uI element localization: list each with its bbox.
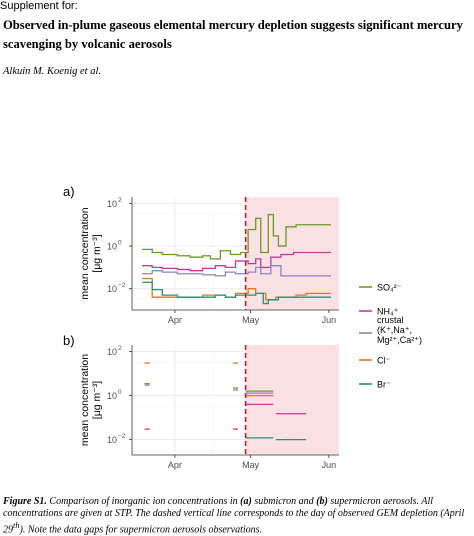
figure-caption: Figure S1. Comparison of inorganic ion c…: [3, 496, 471, 536]
caption-text-3: supermicron aerosols. All concentrations…: [3, 496, 465, 535]
panel-label: b): [63, 333, 75, 348]
y-axis-title: mean concentration: [79, 354, 91, 446]
legend-label: Mg²⁺,Ca²⁺): [377, 335, 422, 345]
y-tick-label: 10: [107, 391, 117, 401]
y-axis-unit: [μg m⁻³]: [91, 234, 103, 273]
legend-label: crustal: [377, 315, 404, 325]
supplement-label: Supplement for:: [0, 0, 78, 12]
y-tick-exponent: 2: [118, 197, 122, 204]
legend: SO₄²⁻ NH₄⁺crustal(K⁺,Na⁺,Mg²⁺,Ca²⁺) Cl⁻ Br⁻: [359, 283, 422, 390]
caption-lead: Figure S1.: [3, 496, 47, 507]
legend-label: (K⁺,Na⁺,: [377, 325, 412, 335]
author-list: Alkuin M. Koenig et al.: [3, 66, 101, 77]
paper-title-line-1: Observed in-plume gaseous elemental merc…: [3, 18, 463, 32]
x-tick-label: Apr: [168, 315, 182, 325]
y-tick-label: 10: [107, 284, 117, 294]
caption-text-1: Comparison of inorganic ion concentratio…: [46, 496, 241, 507]
y-tick-label: 10: [107, 199, 117, 209]
y-axis-title: mean concentration: [79, 207, 91, 299]
caption-text-2: submicron and: [251, 496, 317, 507]
x-tick-label: Apr: [168, 460, 182, 470]
x-tick-label: May: [242, 460, 260, 470]
x-tick-label: Jun: [322, 315, 337, 325]
y-tick-exponent: −2: [118, 433, 126, 440]
legend-label: Br⁻: [377, 380, 391, 390]
y-tick-exponent: 2: [118, 345, 122, 352]
caption-label-b: (b): [316, 496, 328, 507]
y-tick-label: 10: [107, 347, 117, 357]
series-nh4: [142, 251, 331, 272]
y-tick-label: 10: [107, 435, 117, 445]
shaded-period: [245, 345, 339, 455]
caption-text-4: ). Note the data gaps for supermicron ae…: [19, 523, 263, 535]
y-tick-exponent: −2: [118, 282, 126, 289]
x-tick-label: May: [242, 315, 260, 325]
y-tick-label: 10: [107, 242, 117, 252]
y-axis-unit: [μg m⁻³]: [91, 381, 103, 420]
legend-label: NH₄⁺: [377, 307, 399, 317]
series-so4: [142, 213, 331, 260]
shaded-period: [245, 197, 339, 310]
y-tick-exponent: 0: [118, 240, 122, 247]
series-crustal: [142, 265, 331, 277]
caption-label-a: (a): [240, 496, 252, 507]
x-tick-label: Jun: [322, 460, 337, 470]
panel-label: a): [63, 184, 75, 199]
legend-label: SO₄²⁻: [377, 283, 402, 293]
y-tick-exponent: 0: [118, 389, 122, 396]
paper-title-line-2: scavenging by volcanic aerosols: [3, 37, 172, 51]
legend-label: Cl⁻: [377, 356, 390, 366]
series-br: [142, 281, 331, 305]
caption-sup: th: [13, 520, 20, 530]
